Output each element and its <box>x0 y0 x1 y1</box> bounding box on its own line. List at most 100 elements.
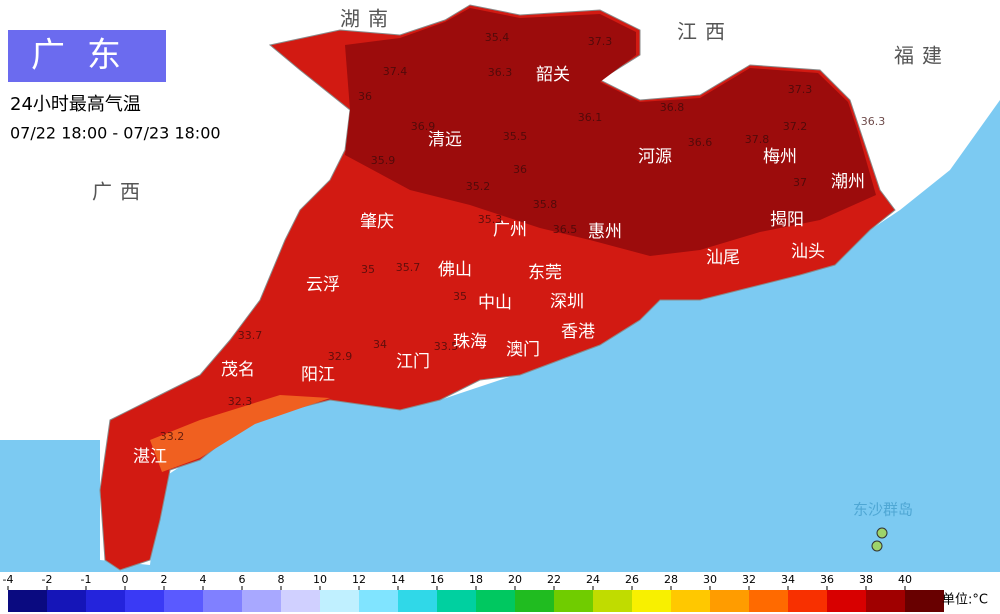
temperature-label: 36 <box>358 90 372 103</box>
temperature-label: 36.5 <box>553 223 578 236</box>
temperature-label: 36 <box>513 163 527 176</box>
legend-tick-label: 28 <box>664 573 678 586</box>
period: 07/22 18:00 - 07/23 18:00 <box>10 124 221 143</box>
temperature-label: 36.3 <box>861 115 886 128</box>
province-label: 江西 <box>677 20 733 44</box>
legend-tick-label: 32 <box>742 573 756 586</box>
legend-swatch <box>320 590 359 612</box>
legend-swatch <box>554 590 593 612</box>
temperature-label: 35 <box>361 263 375 276</box>
legend-swatch <box>125 590 164 612</box>
legend-swatch <box>281 590 320 612</box>
city-label: 香港 <box>561 322 595 342</box>
temperature-label: 35.8 <box>533 198 558 211</box>
temperature-label: 32.3 <box>228 395 253 408</box>
temperature-label: 36.1 <box>578 111 603 124</box>
temperature-label: 33.2 <box>160 430 185 443</box>
temperature-label: 32.9 <box>328 350 353 363</box>
city-label: 韶关 <box>536 65 570 85</box>
province-label: 湖南 <box>340 7 396 31</box>
city-label: 揭阳 <box>770 210 804 230</box>
legend-tick-label: 2 <box>161 573 168 586</box>
legend-swatch <box>515 590 554 612</box>
legend-tick-label: 26 <box>625 573 639 586</box>
city-label: 云浮 <box>306 275 340 295</box>
legend-swatch <box>827 590 866 612</box>
temperature-label: 35 <box>453 290 467 303</box>
legend-tick-label: 0 <box>122 573 129 586</box>
temperature-label: 33.5 <box>434 340 459 353</box>
legend-tick-label: 22 <box>547 573 561 586</box>
city-label: 佛山 <box>438 260 472 280</box>
legend-tick-label: 36 <box>820 573 834 586</box>
temperature-label: 35.5 <box>503 130 528 143</box>
temperature-label: 36.9 <box>411 120 436 133</box>
temperature-label: 37.3 <box>588 35 613 48</box>
legend-tick-label: 38 <box>859 573 873 586</box>
temperature-label: 36.6 <box>688 136 713 149</box>
legend-tick-label: 6 <box>239 573 246 586</box>
legend-tick-label: 16 <box>430 573 444 586</box>
island <box>871 540 883 552</box>
temperature-label: 35.3 <box>478 213 503 226</box>
city-label: 潮州 <box>831 172 865 192</box>
legend-tick-label: 10 <box>313 573 327 586</box>
legend-tick-label: 24 <box>586 573 600 586</box>
legend-tick-label: 12 <box>352 573 366 586</box>
legend-swatch <box>86 590 125 612</box>
city-label: 中山 <box>478 293 512 313</box>
city-label: 肇庆 <box>360 212 394 232</box>
temperature-label: 37.8 <box>745 133 770 146</box>
temperature-label: 33.7 <box>238 329 263 342</box>
legend-swatch <box>788 590 827 612</box>
legend-tick-label: -1 <box>81 573 92 586</box>
legend-swatch <box>398 590 437 612</box>
temperature-label: 37.2 <box>783 120 808 133</box>
province-label: 福建 <box>894 44 950 68</box>
legend-unit: 单位:°C <box>942 593 988 608</box>
title: 广东 <box>31 36 143 76</box>
city-label: 阳江 <box>301 365 335 385</box>
legend-tick-label: 14 <box>391 573 405 586</box>
island <box>876 527 888 539</box>
legend-swatch <box>437 590 476 612</box>
legend-swatch <box>632 590 671 612</box>
legend-swatch <box>671 590 710 612</box>
temperature-label: 37.4 <box>383 65 408 78</box>
mild-zone <box>150 395 330 472</box>
temperature-label: 34 <box>373 338 387 351</box>
island-label: 东沙群岛 <box>853 501 913 519</box>
legend-tick-label: 30 <box>703 573 717 586</box>
city-label: 深圳 <box>550 292 584 312</box>
title-box <box>8 30 166 82</box>
legend-tick-label: -4 <box>3 573 14 586</box>
legend-swatch <box>593 590 632 612</box>
city-label: 河源 <box>638 147 672 167</box>
legend-swatch <box>164 590 203 612</box>
legend-swatch <box>47 590 86 612</box>
legend-tick-label: 20 <box>508 573 522 586</box>
city-label: 澳门 <box>506 340 540 360</box>
legend-swatch <box>359 590 398 612</box>
city-label: 惠州 <box>588 222 622 242</box>
legend-swatch <box>8 590 47 612</box>
temperature-label: 37 <box>793 176 807 189</box>
city-label: 广州 <box>493 220 527 240</box>
city-label: 清远 <box>428 130 462 150</box>
legend-tick-label: -2 <box>42 573 53 586</box>
legend-swatch <box>242 590 281 612</box>
city-label: 汕头 <box>791 242 825 262</box>
city-label: 汕尾 <box>706 248 740 268</box>
temperature-label: 35.9 <box>371 154 396 167</box>
city-label: 梅州 <box>763 147 797 167</box>
temperature-label: 35.2 <box>466 180 491 193</box>
hot-zone <box>345 8 876 256</box>
city-label: 江门 <box>396 352 430 372</box>
temperature-label: 36.3 <box>488 66 513 79</box>
temperature-label: 36.8 <box>660 101 685 114</box>
legend-swatch <box>476 590 515 612</box>
city-label: 东莞 <box>528 263 562 283</box>
city-label: 茂名 <box>221 360 255 380</box>
legend-tick-label: 40 <box>898 573 912 586</box>
